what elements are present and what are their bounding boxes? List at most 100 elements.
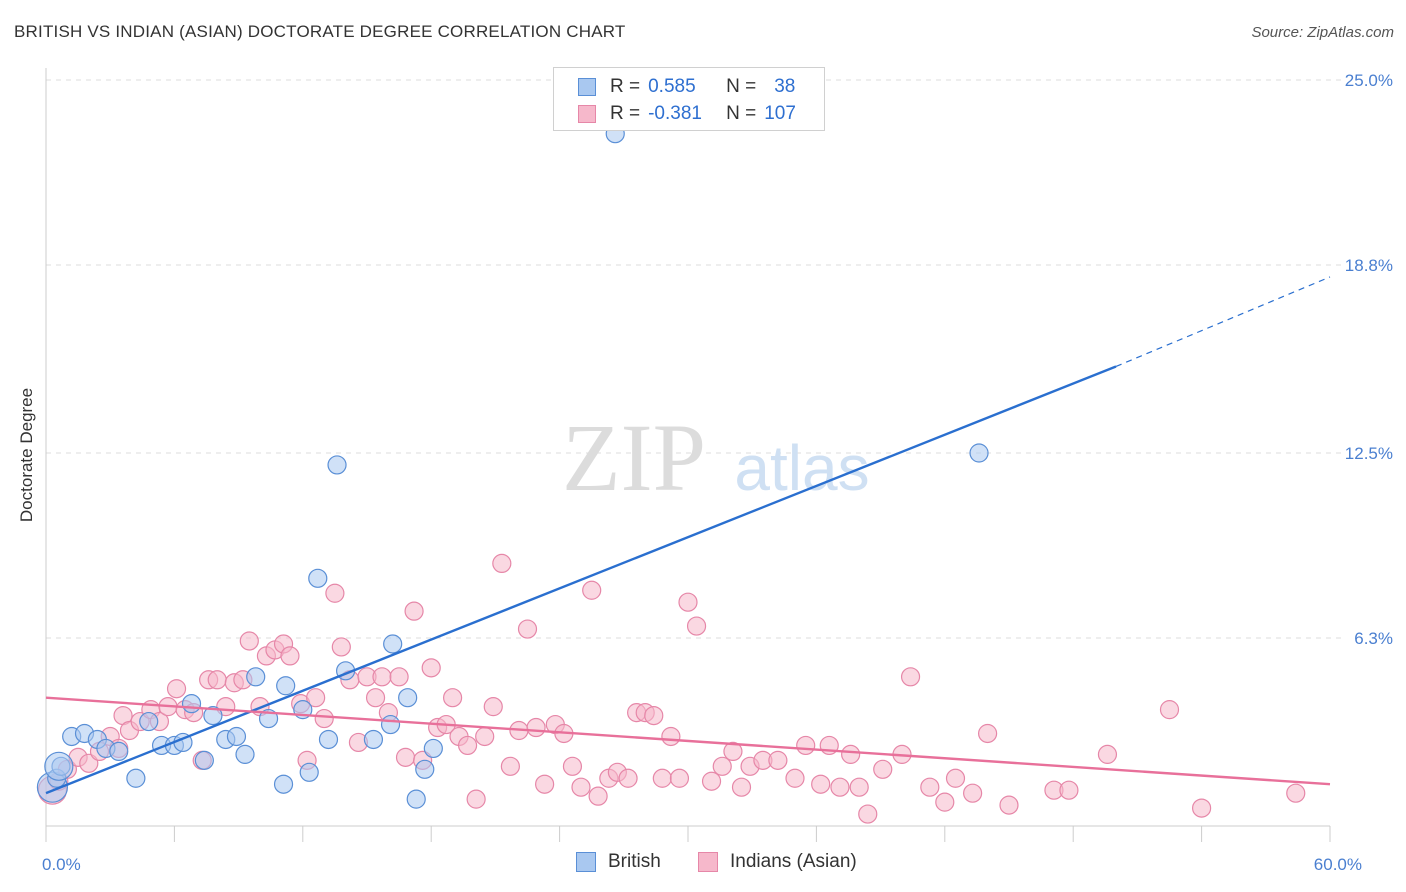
tick-labels: 6.3% 12.5% 18.8% 25.0% 0.0% 60.0% (42, 71, 1393, 874)
y-tick-label: 12.5% (1345, 444, 1393, 463)
legend-row-british: R = 0.585 N = 38 (578, 74, 795, 100)
indians-point (977, 723, 998, 744)
british-point (327, 455, 347, 475)
british-point (308, 568, 328, 588)
indians-n-value: 107 (764, 103, 796, 124)
indians-point (500, 756, 520, 776)
british-point (235, 744, 255, 764)
indians-point (1191, 798, 1212, 818)
indians-point (582, 580, 602, 600)
indians-r-value: -0.381 (648, 103, 702, 124)
indians-point (483, 697, 503, 717)
british-point (273, 774, 294, 794)
indians-point (365, 688, 386, 708)
legend-item-indians: Indians (Asian) (698, 851, 857, 873)
indians-point (79, 753, 99, 773)
indians-point (239, 631, 259, 651)
indians-point (492, 553, 512, 574)
data-points (36, 124, 1306, 824)
indians-swatch (578, 105, 596, 123)
british-point (203, 705, 223, 726)
x-tick-label: 0.0% (42, 855, 81, 874)
british-point (276, 676, 296, 696)
british-trend-extension (1115, 276, 1331, 368)
watermark: ZIP atlas (562, 404, 870, 511)
indians-point (669, 768, 690, 788)
british-n-label: N = (726, 76, 757, 97)
indians-point (517, 619, 538, 639)
british-swatch (578, 78, 596, 96)
source-credit: Source: ZipAtlas.com (1251, 24, 1394, 41)
british-r-value: 0.585 (648, 76, 696, 97)
indians-point (562, 756, 583, 776)
british-point (299, 762, 319, 782)
indians-point (811, 774, 831, 794)
chart-title: BRITISH VS INDIAN (ASIAN) DOCTORATE DEGR… (14, 22, 626, 41)
indians-point (873, 759, 893, 779)
indians-point (421, 658, 441, 678)
indians-point (945, 768, 966, 788)
indians-point (395, 747, 416, 767)
indians-point (652, 768, 672, 788)
indians-point (372, 667, 392, 687)
indians-point (900, 667, 921, 687)
indians-point (166, 679, 187, 699)
indians-point (306, 688, 326, 708)
indians-point (731, 777, 752, 797)
british-point (226, 726, 247, 747)
indians-point (588, 786, 608, 806)
indians-point (849, 777, 869, 797)
indians-point (920, 777, 940, 797)
axes (45, 68, 1331, 842)
indians-point (475, 726, 495, 747)
british-point (363, 729, 384, 750)
indians-point (785, 768, 805, 788)
indians-point (443, 688, 463, 708)
indians-point (1159, 700, 1180, 720)
british-trend-line (45, 365, 1117, 795)
british-point (126, 768, 146, 788)
indians-point (644, 705, 664, 726)
british-point (383, 634, 403, 654)
british-point (423, 738, 443, 759)
indians-point (841, 744, 861, 764)
british-legend-label: British (608, 851, 661, 872)
x-tick-label: 60.0% (1314, 855, 1362, 874)
indians-trend-line (45, 696, 1331, 786)
y-tick-label: 18.8% (1345, 256, 1393, 275)
indians-point (963, 783, 983, 803)
indians-point (314, 708, 334, 729)
indians-legend-label: Indians (Asian) (730, 851, 857, 872)
british-point (139, 711, 159, 732)
british-point (246, 667, 266, 687)
indians-point (331, 637, 351, 657)
indians-n-label: N = (726, 103, 757, 124)
indians-point (723, 741, 743, 762)
british-point-cluster (44, 751, 74, 781)
british-point (109, 741, 129, 762)
british-point (398, 688, 418, 708)
grid-lines (46, 79, 1342, 639)
watermark-atlas: atlas (734, 432, 869, 504)
british-point (415, 759, 435, 779)
indians-point (678, 592, 698, 612)
indians-r-label: R = (610, 103, 641, 124)
legend-row-indians: R = -0.381 N = 107 (578, 101, 796, 127)
british-n-value: 38 (774, 76, 796, 97)
indians-legend-swatch (698, 852, 718, 872)
british-point (406, 789, 426, 809)
indians-point (686, 616, 707, 636)
stats-legend: R = 0.585 N = 38 R = -0.381 N = 107 (553, 67, 825, 131)
indians-point (858, 804, 878, 824)
indians-point (1059, 780, 1079, 800)
british-point (969, 443, 989, 463)
indians-point (830, 777, 850, 797)
indians-point (1097, 744, 1118, 764)
indians-point (571, 777, 591, 797)
indians-point (404, 601, 424, 621)
indians-point (325, 583, 345, 603)
british-point (194, 750, 214, 770)
indians-point (1286, 783, 1306, 803)
y-tick-label: 25.0% (1345, 71, 1393, 90)
